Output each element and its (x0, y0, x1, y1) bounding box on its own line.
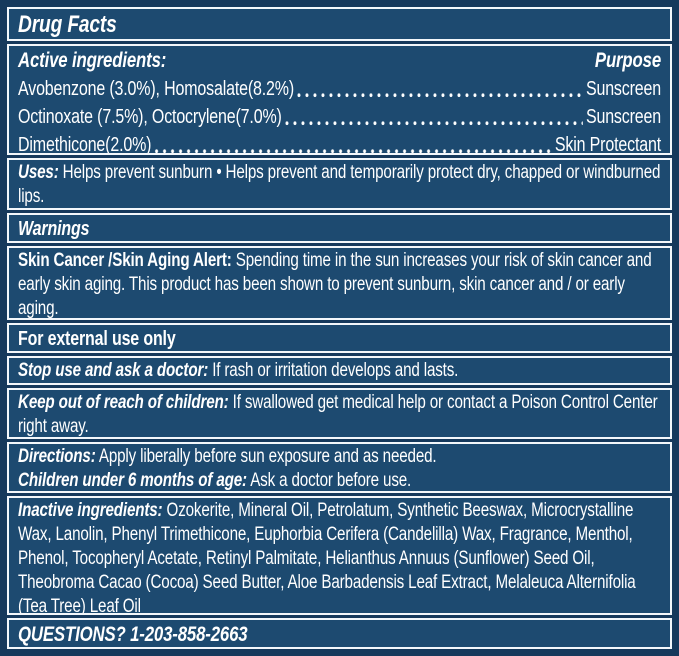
ingredient-purpose: Skin Protectant (554, 134, 661, 156)
uses-section: Uses: Helps prevent sunburn • Helps prev… (7, 158, 672, 210)
questions-phone: QUESTIONS? 1-203-858-2663 (18, 622, 248, 646)
directions-body: Apply liberally before sun exposure and … (98, 445, 437, 467)
leader-dots (284, 121, 583, 127)
directions-lead-in: Directions: (18, 445, 96, 467)
active-ingredients-header-row: Active ingredients: Purpose (18, 47, 661, 75)
uses-body: Helps prevent sunburn • Helps prevent an… (18, 162, 661, 208)
active-ingredient-row: Octinoxate (7.5%), Octocrylene(7.0%) Sun… (18, 103, 661, 131)
stop-use-body: If rash or irritation develops and lasts… (212, 360, 459, 382)
stop-use-section: Stop use and ask a doctor: If rash or ir… (7, 356, 672, 385)
inactive-ingredients-lead-in: Inactive ingredients: (18, 499, 163, 521)
directions-section: Directions: Apply liberally before sun e… (7, 441, 672, 493)
skin-alert-lead-in: Skin Cancer /Skin Aging Alert: (18, 249, 232, 271)
warnings-section: Warnings (7, 212, 672, 243)
keep-out-body: If swallowed get medical help or contact… (18, 391, 658, 437)
stop-use-lead-in: Stop use and ask a doctor: (18, 360, 209, 382)
active-ingredients-section: Active ingredients: Purpose Avobenzone (… (7, 44, 672, 156)
purpose-heading: Purpose (594, 49, 661, 73)
external-use-section: For external use only (7, 322, 672, 354)
external-use-heading: For external use only (18, 327, 176, 350)
ingredient-name: Dimethicone(2.0%) (18, 134, 152, 156)
skin-alert-section: Skin Cancer /Skin Aging Alert: Spending … (7, 245, 672, 320)
directions-paragraph: Directions: Apply liberally before sun e… (18, 445, 661, 469)
children-paragraph: Children under 6 months of age: Ask a do… (18, 469, 661, 491)
uses-paragraph: Uses: Helps prevent sunburn • Helps prev… (18, 161, 661, 208)
leader-dots (154, 149, 552, 154)
ingredient-purpose: Sunscreen (585, 78, 661, 101)
active-ingredient-row: Dimethicone(2.0%) Skin Protectant (18, 131, 661, 156)
keep-out-paragraph: Keep out of reach of children: If swallo… (18, 391, 661, 437)
skin-alert-body: Spending time in the sun increases your … (18, 249, 652, 319)
ingredient-name: Avobenzone (3.0%), Homosalate(8.2%) (18, 78, 295, 101)
inactive-ingredients-section: Inactive ingredients: Ozokerite, Mineral… (7, 495, 672, 615)
active-ingredient-row: Avobenzone (3.0%), Homosalate(8.2%) Suns… (18, 75, 661, 103)
warnings-heading: Warnings (18, 217, 90, 240)
keep-out-section: Keep out of reach of children: If swallo… (7, 387, 672, 439)
stop-use-paragraph: Stop use and ask a doctor: If rash or ir… (18, 359, 661, 383)
inactive-ingredients-body: Ozokerite, Mineral Oil, Petrolatum, Synt… (18, 499, 636, 615)
skin-alert-paragraph: Skin Cancer /Skin Aging Alert: Spending … (18, 249, 661, 319)
questions-section: QUESTIONS? 1-203-858-2663 (7, 617, 672, 649)
ingredient-purpose: Sunscreen (585, 106, 661, 129)
inactive-ingredients-paragraph: Inactive ingredients: Ozokerite, Mineral… (18, 499, 661, 615)
page-title: Drug Facts (18, 11, 117, 38)
uses-lead-in: Uses: (18, 162, 59, 184)
title-section: Drug Facts (7, 7, 672, 42)
children-body: Ask a doctor before use. (250, 469, 412, 491)
children-lead-in: Children under 6 months of age: (18, 469, 247, 491)
ingredient-name: Octinoxate (7.5%), Octocrylene(7.0%) (18, 106, 282, 129)
keep-out-lead-in: Keep out of reach of children: (18, 391, 229, 413)
active-ingredients-heading: Active ingredients: (18, 49, 167, 73)
leader-dots (297, 93, 583, 99)
